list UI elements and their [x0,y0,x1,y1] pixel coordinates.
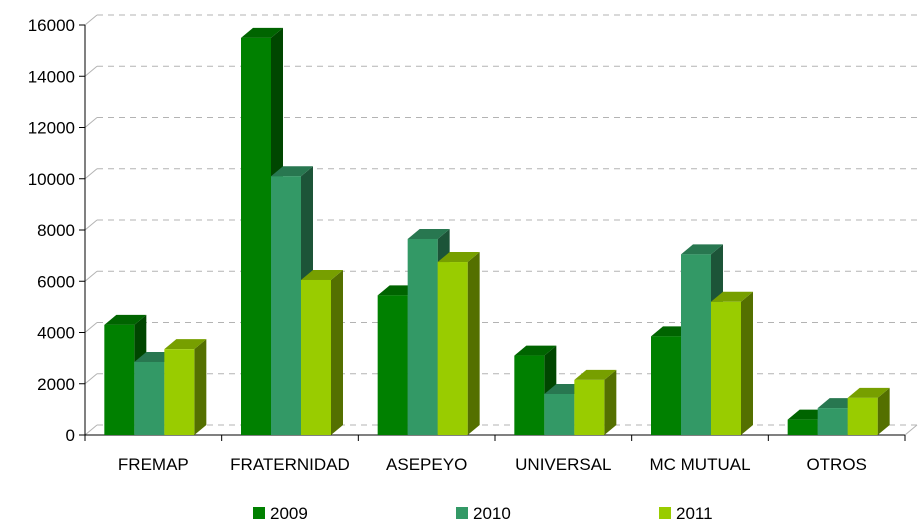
x-tick-label: FRATERNIDAD [230,455,350,474]
y-tick-label: 8000 [37,221,75,240]
bar-top [514,345,557,356]
legend-swatch [253,507,265,519]
gridline-depth [84,14,98,26]
bar [164,339,207,435]
bar-top [271,166,313,177]
legend-entry: 2011 [659,504,713,523]
y-tick-label: 14000 [28,67,75,86]
legend-label: 2011 [676,504,713,523]
legend-swatch [456,507,468,519]
y-tick-label: 0 [66,426,75,445]
gridline-depth [84,65,98,77]
bar-side [194,339,207,435]
y-tick-label: 12000 [28,119,75,138]
y-tick-label: 2000 [37,375,75,394]
gridline-depth [84,270,98,282]
bar-front [514,355,545,435]
bar-top [241,27,283,38]
bar [301,269,343,435]
bar-front [574,379,605,435]
bar-front [407,238,438,435]
bar-front [787,419,818,435]
gridlines [84,14,917,436]
legend-swatch [659,507,671,519]
gridline-depth [84,168,98,180]
y-tick-label: 10000 [28,170,75,189]
bar-front [651,336,681,435]
bar-front [437,262,468,435]
legend: 2009 2010 2011 [253,504,713,523]
bar-front [134,361,165,435]
bar-side [331,269,343,435]
bar-top [847,387,890,398]
bar-front [711,301,741,435]
bar [437,252,480,435]
bar-front [847,397,878,435]
y-tick-label: 16000 [28,16,75,35]
y-tick-label: 4000 [37,324,75,343]
bar-top [711,291,753,302]
bar-front [377,295,408,435]
labels: 0 2000 4000 6000 8000 10000 12000 14000 16000 FRE… [28,16,867,474]
bar-front [271,176,301,435]
bar-front [164,349,195,435]
bar-front [104,324,135,435]
bar-front [301,279,331,435]
bar-side [604,369,617,435]
bar-front [544,394,575,435]
bar-top [301,269,343,280]
gridline-depth [84,219,98,231]
gridline-depth [84,117,98,128]
floor-edge [904,424,918,436]
bar-top [164,339,207,350]
gridline-depth [84,373,98,385]
bar-top [104,314,147,325]
legend-entry: 2010 [456,504,511,523]
bar-side [741,291,753,435]
bar-front [241,37,271,435]
x-tick-label: ASEPEYO [386,455,467,474]
bar-top [437,252,480,263]
legend-label: 2010 [473,504,511,523]
gridline-depth [84,322,98,333]
bar [711,291,753,435]
gridline-depth [84,424,98,436]
bar-side [877,387,890,435]
bar [847,387,890,435]
bar-front [681,254,711,435]
bars [104,27,890,435]
legend-entry: 2009 [253,504,308,523]
x-tick-label: OTROS [806,455,866,474]
x-tick-label: UNIVERSAL [515,455,611,474]
bar-top [681,244,723,255]
legend-label: 2009 [270,504,308,523]
bar [574,369,617,435]
bar-top [574,369,617,380]
bar-front [817,408,848,435]
bar-side [467,252,480,435]
x-tick-label: FREMAP [118,455,189,474]
axes [79,24,918,441]
bar-top [407,228,450,239]
x-tick-label: MC MUTUAL [649,455,750,474]
y-tick-label: 6000 [37,272,75,291]
